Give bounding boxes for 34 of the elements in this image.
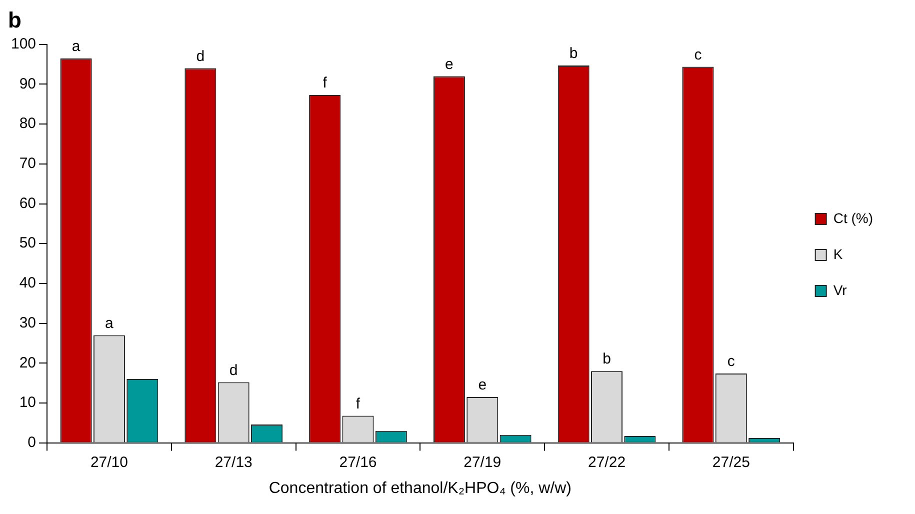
annotation: c <box>694 46 702 64</box>
y-tick-label: 20 <box>19 354 36 372</box>
y-tick-label: 50 <box>19 234 36 252</box>
x-tick-label: 27/19 <box>464 454 502 471</box>
annotation: a <box>72 38 81 55</box>
legend-label: Vr <box>833 282 848 298</box>
annotation: e <box>478 376 487 394</box>
y-tick-label: 90 <box>19 75 36 92</box>
annotation: c <box>727 353 736 370</box>
legend-label: K <box>833 246 844 262</box>
y-tick-label: 70 <box>19 155 36 172</box>
annotation: e <box>445 56 454 73</box>
x-tick-label: 27/10 <box>90 454 128 471</box>
x-tick-label: 27/25 <box>712 454 750 471</box>
y-tick-label: 0 <box>28 434 36 451</box>
x-tick-label: 27/16 <box>339 454 377 471</box>
annotation: f <box>356 395 361 412</box>
legend-label: Ct (%) <box>833 210 874 226</box>
annotation: d <box>229 362 238 379</box>
chart-title: b <box>569 45 578 62</box>
annotation: b <box>602 350 611 368</box>
text: b <box>8 7 22 32</box>
y-tick-label: 80 <box>19 115 36 132</box>
x-tick-label: 27/22 <box>588 454 626 471</box>
y-tick-label: 30 <box>19 314 36 332</box>
y-tick-label: 60 <box>19 194 36 212</box>
y-tick-label: 100 <box>10 36 36 53</box>
x-axis-title: Concentration of ethanol/K₂HPO₄ (%, w/w) <box>268 480 572 497</box>
y-tick-label: 40 <box>19 274 36 292</box>
annotation: a <box>105 314 114 332</box>
annotation: f <box>322 74 328 92</box>
annotation: d <box>196 48 205 65</box>
y-tick-label: 10 <box>19 394 36 412</box>
x-tick-label: 27/13 <box>214 454 252 471</box>
